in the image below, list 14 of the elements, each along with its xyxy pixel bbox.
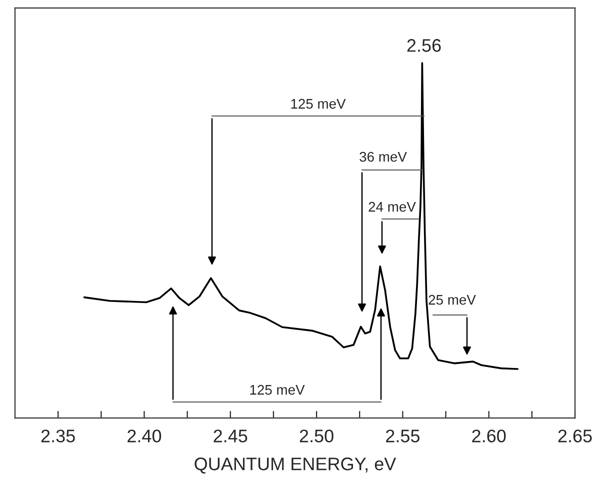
x-tick-label: 2.35: [41, 430, 75, 442]
x-tick-label: 2.60: [472, 430, 506, 442]
x-tick-label: 2.40: [128, 430, 162, 442]
annotation: 25 meV: [428, 294, 476, 305]
annotation: 125 meV: [250, 384, 305, 395]
annotation: 36 meV: [360, 152, 407, 162]
x-tick-label: 2.55: [386, 430, 420, 442]
x-tick-label: 2.65: [558, 430, 592, 442]
annotation: 125 meV: [291, 98, 346, 109]
text: 2.56: [407, 39, 441, 52]
annotation: 24 meV: [368, 202, 416, 212]
x-tick-label: 2.50: [300, 430, 334, 442]
x-tick-label: 2.45: [214, 430, 248, 442]
x-axis-title: QUANTUM ENERGY, eV: [194, 458, 396, 474]
